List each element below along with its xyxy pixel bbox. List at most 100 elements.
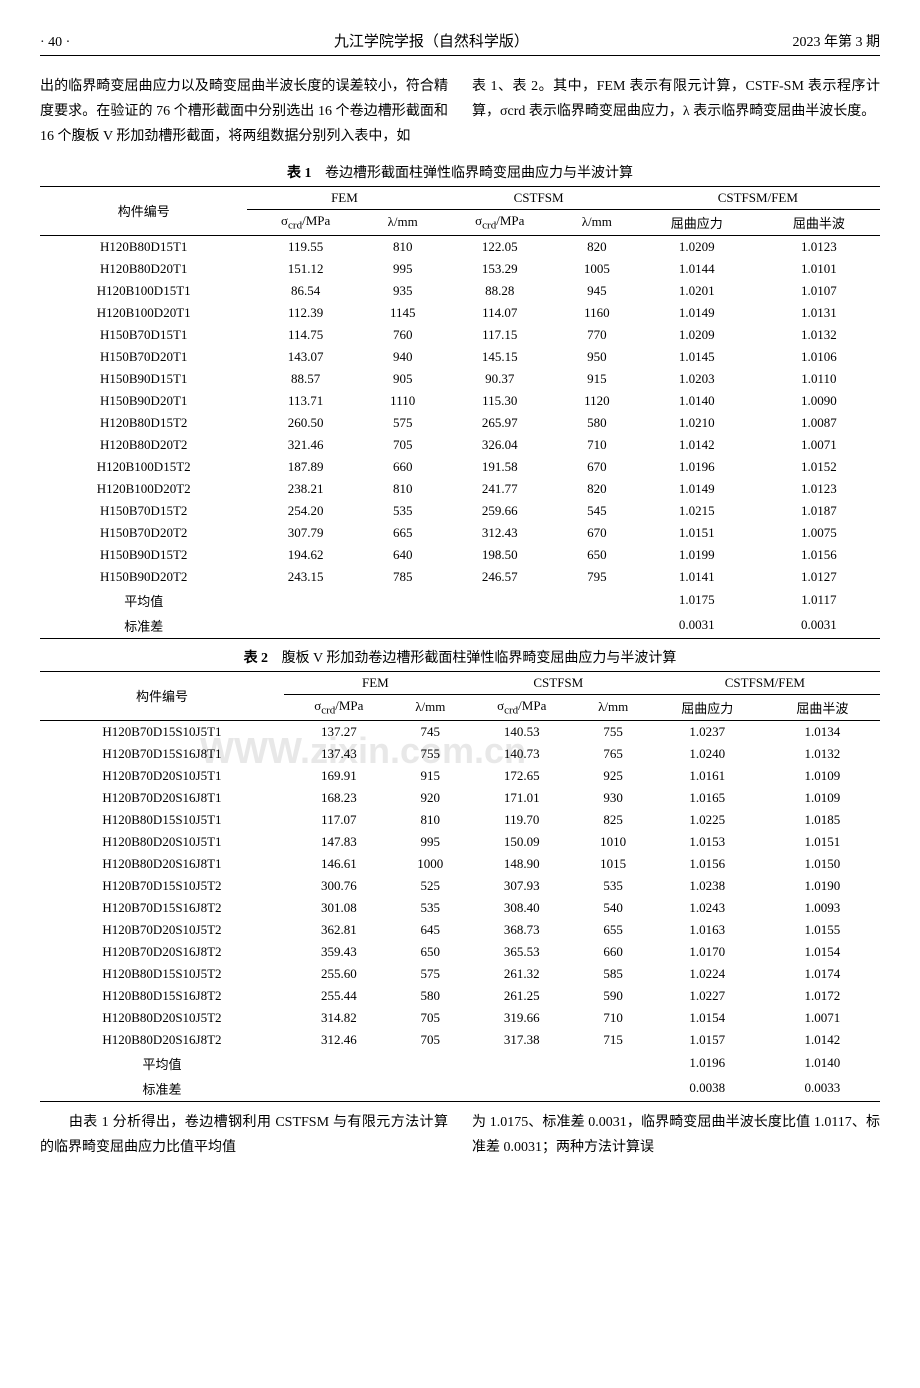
table-cell: 1.0238: [650, 875, 765, 897]
table-cell: 148.90: [467, 853, 577, 875]
table-cell: 1.0071: [765, 1007, 880, 1029]
table-cell: 935: [364, 280, 442, 302]
table-cell: H120B80D20S10J5T1: [40, 831, 284, 853]
table-cell: 169.91: [284, 765, 394, 787]
table-cell: H150B90D20T1: [40, 390, 247, 412]
table-cell: 640: [364, 544, 442, 566]
table-cell: 1.0140: [636, 390, 758, 412]
th-cstfsm: CSTFSM: [442, 186, 636, 209]
table-cell: 660: [577, 941, 650, 963]
table-cell: 1.0109: [765, 765, 880, 787]
table-row: H120B80D20S10J5T1147.83995150.0910101.01…: [40, 831, 880, 853]
table-cell: 117.15: [442, 324, 559, 346]
table-cell: 1.0196: [636, 456, 758, 478]
table-cell: 710: [558, 434, 636, 456]
table-cell: 1.0203: [636, 368, 758, 390]
table-cell: 114.75: [247, 324, 364, 346]
table-cell: 795: [558, 566, 636, 588]
th-id: 构件编号: [40, 671, 284, 720]
table-cell: H120B70D15S16J8T1: [40, 743, 284, 765]
table-cell: 153.29: [442, 258, 559, 280]
table-row: H120B80D15T1119.55810122.058201.02091.01…: [40, 235, 880, 258]
table-cell: 1.0131: [758, 302, 880, 324]
bottom-paragraph-columns: 由表 1 分析得出，卷边槽钢利用 CSTFSM 与有限元方法计算的临界畸变屈曲应…: [40, 1110, 880, 1160]
table-cell: 650: [558, 544, 636, 566]
table-cell: H120B80D20S16J8T1: [40, 853, 284, 875]
table-cell: 1.0141: [636, 566, 758, 588]
th-id: 构件编号: [40, 186, 247, 235]
table-cell: 755: [577, 720, 650, 743]
table-row: H120B70D20S10J5T2362.81645368.736551.016…: [40, 919, 880, 941]
table-cell: 1.0150: [765, 853, 880, 875]
table-cell: 765: [577, 743, 650, 765]
table-row: H120B70D20S10J5T1169.91915172.659251.016…: [40, 765, 880, 787]
table-row: H120B80D20S16J8T1146.611000148.9010151.0…: [40, 853, 880, 875]
table-cell: 119.55: [247, 235, 364, 258]
table-cell: 715: [577, 1029, 650, 1051]
table-cell: 86.54: [247, 280, 364, 302]
table-cell: 540: [577, 897, 650, 919]
table-cell: H120B100D15T1: [40, 280, 247, 302]
table-cell: 1.0144: [636, 258, 758, 280]
table-cell: 265.97: [442, 412, 559, 434]
table-cell: 326.04: [442, 434, 559, 456]
table-cell: 655: [577, 919, 650, 941]
table-cell: H120B80D15S16J8T2: [40, 985, 284, 1007]
table-cell: 1.0090: [758, 390, 880, 412]
table-cell: 705: [394, 1029, 467, 1051]
table-row: H120B80D15S16J8T2255.44580261.255901.022…: [40, 985, 880, 1007]
table-cell: 1.0075: [758, 522, 880, 544]
table-cell: 945: [558, 280, 636, 302]
table-row: H150B90D20T1113.711110115.3011201.01401.…: [40, 390, 880, 412]
std-halfwave: 0.0031: [758, 613, 880, 639]
table-row: H150B90D15T2194.62640198.506501.01991.01…: [40, 544, 880, 566]
table-row: H120B80D15S10J5T2255.60575261.325851.022…: [40, 963, 880, 985]
th-fem: FEM: [284, 671, 467, 694]
table-cell: 194.62: [247, 544, 364, 566]
table-cell: H120B80D15S10J5T2: [40, 963, 284, 985]
table-cell: 665: [364, 522, 442, 544]
th-sigma: σcrd/MPa: [284, 694, 394, 720]
table1-caption-text: 卷边槽形截面柱弹性临界畸变屈曲应力与半波计算: [325, 166, 633, 181]
table-cell: 114.07: [442, 302, 559, 324]
table-row: H120B100D15T2187.89660191.586701.01961.0…: [40, 456, 880, 478]
th-halfwave: 屈曲半波: [758, 209, 880, 235]
table-cell: 1.0071: [758, 434, 880, 456]
th-sigma2: σcrd/MPa: [442, 209, 559, 235]
table-cell: 1.0225: [650, 809, 765, 831]
table-cell: 171.01: [467, 787, 577, 809]
table-row: H150B90D20T2243.15785246.577951.01411.01…: [40, 566, 880, 588]
table-cell: 191.58: [442, 456, 559, 478]
table-cell: 112.39: [247, 302, 364, 324]
table-cell: H150B70D15T1: [40, 324, 247, 346]
table-cell: 915: [558, 368, 636, 390]
table-cell: 1.0215: [636, 500, 758, 522]
table-cell: 1160: [558, 302, 636, 324]
table2: 构件编号 FEM CSTFSM CSTFSM/FEM σcrd/MPa λ/mm…: [40, 671, 880, 1102]
table-cell: 1.0227: [650, 985, 765, 1007]
table-cell: 259.66: [442, 500, 559, 522]
th-lambda: λ/mm: [394, 694, 467, 720]
table-cell: 1.0149: [636, 478, 758, 500]
table-cell: 670: [558, 522, 636, 544]
table-cell: 151.12: [247, 258, 364, 280]
table-cell: H120B70D15S10J5T1: [40, 720, 284, 743]
table-cell: 365.53: [467, 941, 577, 963]
table-cell: 255.60: [284, 963, 394, 985]
table-cell: 90.37: [442, 368, 559, 390]
table-cell: H120B100D20T2: [40, 478, 247, 500]
th-stress: 屈曲应力: [636, 209, 758, 235]
table-cell: H120B70D20S16J8T1: [40, 787, 284, 809]
table-cell: 261.25: [467, 985, 577, 1007]
table-row: H150B70D20T2307.79665312.436701.01511.00…: [40, 522, 880, 544]
table-cell: 1015: [577, 853, 650, 875]
table-cell: 1145: [364, 302, 442, 324]
table-cell: 1.0237: [650, 720, 765, 743]
table-cell: 710: [577, 1007, 650, 1029]
table-cell: 535: [577, 875, 650, 897]
table-cell: 950: [558, 346, 636, 368]
table-cell: 143.07: [247, 346, 364, 368]
std-stress: 0.0038: [650, 1076, 765, 1102]
journal-title: 九江学院学报（自然科学版）: [70, 30, 792, 51]
table-cell: 243.15: [247, 566, 364, 588]
